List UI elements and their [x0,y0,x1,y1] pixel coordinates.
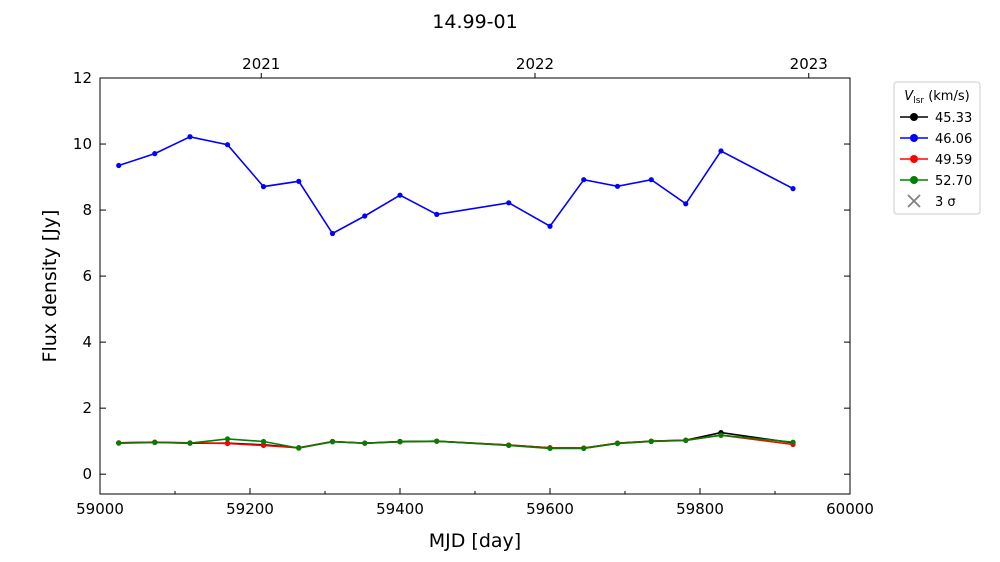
data-point [260,184,267,190]
x-tick-label: 59200 [226,500,274,518]
legend: Vlsr (km/s) 45.33 46.06 49.59 52.70 3 σ [893,81,981,215]
data-point [683,201,689,207]
legend-marker [910,134,918,142]
data-point [614,183,621,189]
legend-entry-sigma: 3 σ [907,194,956,210]
x-tick-label: 59800 [676,500,724,518]
legend-label: 46.06 [935,132,972,147]
data-point [718,432,724,438]
data-point [790,186,796,192]
series-line [118,135,794,235]
data-point [581,177,587,183]
y-tick-label: 4 [82,333,92,351]
data-point [648,177,654,183]
top-tick-label: 2023 [790,55,828,73]
data-point [362,213,368,219]
data-point [224,142,231,148]
data-point [506,442,512,449]
legend-label: 45.33 [935,111,972,126]
legend-entry: 46.06 [900,132,972,147]
x-axis-label: MJD [day] [429,530,521,552]
legend-marker [910,155,918,163]
x-tick-label: 59000 [76,500,124,518]
x-tick-label: 59600 [526,500,574,518]
data-point [152,151,158,157]
data-point [718,148,724,154]
legend-title-unit: (km/s) [924,89,970,104]
data-point [152,439,158,446]
data-point [296,445,302,451]
series-line [118,434,794,450]
sigma-cross-stroke [907,194,921,208]
data-point [362,440,368,446]
data-point [547,223,553,229]
legend-entry: 45.33 [900,111,972,126]
data-point [187,440,193,446]
y-tick-label: 10 [73,135,92,153]
legend-entry: 49.59 [900,153,972,168]
legend-marker [910,176,918,184]
data-point [260,438,267,445]
data-point [581,445,587,452]
x-tick-label: 60000 [826,500,874,518]
chart-title: 14.99-01 [432,11,517,33]
legend-sigma-marker [907,194,921,208]
legend-label: 49.59 [935,153,972,168]
legend-sigma-label: 3 σ [935,195,956,210]
legend-title: Vlsr (km/s) [904,89,969,106]
y-tick-label: 0 [82,465,92,483]
data-point [397,439,403,445]
series-46.06 [116,134,796,237]
legend-label: 52.70 [935,174,972,189]
data-point [296,178,302,184]
x-tick-label: 59400 [376,500,424,518]
data-point [683,437,689,444]
legend-entries: 45.33 46.06 49.59 52.70 [900,111,972,189]
plot-area [99,77,851,495]
top-year-axis: 2021 2022 2023 [242,55,828,78]
y-axis: 0 2 4 6 8 10 12 [73,69,850,483]
plot-frame [99,77,851,495]
y-tick-label: 8 [82,201,92,219]
data-point [260,442,267,449]
data-point [790,439,796,445]
data-point [329,230,336,237]
legend-title-subscript: lsr [913,96,924,106]
data-point [397,192,403,198]
legend-title-symbol: V [904,89,914,104]
y-tick-label: 2 [82,399,92,417]
series-52.70 [116,432,796,452]
data-point [116,162,122,169]
data-point [614,440,621,447]
legend-entry: 52.70 [900,174,972,189]
data-point [116,440,122,446]
data-point [434,211,440,217]
data-point [187,134,193,140]
data-point [329,439,336,445]
data-point [648,438,654,445]
series-layer [116,134,796,452]
top-tick-label: 2022 [516,55,554,73]
data-point [224,440,231,447]
data-point [224,436,231,442]
top-tick-label: 2021 [242,55,280,73]
data-point [547,445,553,452]
x-axis: 59000 59200 59400 59600 59800 60000 [76,488,874,518]
y-tick-label: 6 [82,267,92,285]
data-point [506,200,512,206]
y-tick-label: 12 [73,69,92,87]
y-axis-label: Flux density [Jy] [39,210,61,363]
data-point [434,438,440,444]
legend-marker [910,113,918,121]
